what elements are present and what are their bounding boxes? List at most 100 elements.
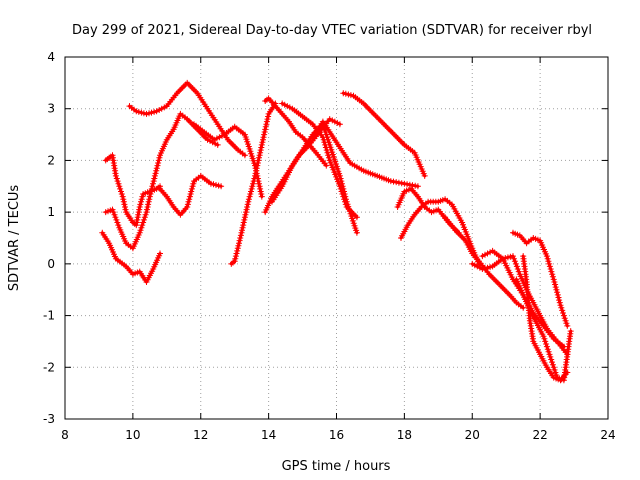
data-point xyxy=(137,201,144,208)
series-track-8 xyxy=(262,95,330,169)
data-point xyxy=(320,136,327,143)
data-point xyxy=(334,119,341,126)
data-point xyxy=(158,105,165,112)
data-point xyxy=(256,180,262,187)
y-tick-label: 2 xyxy=(47,153,55,167)
data-point xyxy=(253,165,260,172)
data-point xyxy=(239,224,246,231)
data-point xyxy=(557,302,564,309)
data-point xyxy=(244,204,251,210)
data-point xyxy=(414,183,421,190)
data-point xyxy=(140,219,147,226)
data-point xyxy=(115,222,122,229)
data-point xyxy=(562,317,569,324)
data-point xyxy=(111,211,118,218)
data-point xyxy=(150,178,157,185)
data-point xyxy=(150,180,156,187)
data-point xyxy=(140,216,147,223)
x-axis-title: GPS time / hours xyxy=(282,459,391,474)
data-point xyxy=(545,348,552,355)
data-point xyxy=(552,284,559,291)
data-point xyxy=(184,204,191,210)
data-point xyxy=(204,136,211,143)
data-point xyxy=(214,141,221,148)
series-track-12 xyxy=(309,118,421,190)
data-point xyxy=(479,253,486,260)
series-track-7 xyxy=(228,100,279,267)
data-point xyxy=(254,162,261,169)
data-point xyxy=(264,116,271,123)
data-point xyxy=(186,196,193,203)
data-point xyxy=(244,201,251,208)
data-point xyxy=(258,193,265,200)
data-point xyxy=(342,198,348,205)
data-point xyxy=(564,322,571,329)
data-point xyxy=(250,180,256,187)
data-point xyxy=(140,110,147,117)
data-point xyxy=(542,338,549,345)
data-point xyxy=(119,193,126,200)
data-point xyxy=(121,201,128,208)
data-point xyxy=(237,235,244,241)
data-point xyxy=(245,196,252,203)
data-point xyxy=(207,180,214,187)
data-point xyxy=(258,141,265,148)
series-line xyxy=(341,91,427,178)
data-point xyxy=(326,116,333,123)
data-point xyxy=(186,193,193,200)
data-point xyxy=(560,312,567,319)
data-point xyxy=(241,152,248,159)
data-point xyxy=(148,185,155,192)
data-point xyxy=(135,108,142,115)
data-point xyxy=(189,183,196,190)
data-point xyxy=(136,229,143,236)
data-point xyxy=(281,101,288,108)
data-point xyxy=(120,198,127,205)
x-tick-label: 14 xyxy=(261,428,276,442)
data-point xyxy=(543,341,550,347)
y-tick-label: 1 xyxy=(47,205,55,219)
chart-title: Day 299 of 2021, Sidereal Day-to-day VTE… xyxy=(72,23,592,38)
data-point xyxy=(286,104,293,111)
data-point xyxy=(543,253,550,260)
data-point xyxy=(336,172,343,179)
data-point xyxy=(241,216,248,223)
data-point xyxy=(324,149,331,156)
y-tick-label: 0 xyxy=(47,257,55,271)
data-point xyxy=(235,242,242,249)
data-point xyxy=(114,178,121,185)
data-point xyxy=(148,188,155,195)
data-point xyxy=(237,232,244,239)
data-point xyxy=(242,211,249,218)
data-point xyxy=(262,123,269,130)
x-tick-label: 20 xyxy=(465,428,480,442)
y-tick-label: -3 xyxy=(43,412,55,426)
data-point xyxy=(547,266,554,272)
data-point xyxy=(257,185,264,192)
data-point xyxy=(326,154,332,161)
data-point xyxy=(513,263,520,270)
data-point xyxy=(558,304,565,311)
data-point xyxy=(153,167,160,174)
data-point xyxy=(218,183,225,190)
data-point xyxy=(353,214,360,221)
data-point xyxy=(549,361,556,368)
data-point xyxy=(139,222,146,229)
data-point xyxy=(336,121,343,128)
data-point xyxy=(549,271,556,278)
data-point xyxy=(567,328,574,335)
data-point xyxy=(246,193,253,200)
data-point xyxy=(545,258,552,265)
data-point xyxy=(543,343,550,350)
data-point xyxy=(152,170,159,177)
series-track-1 xyxy=(102,152,163,229)
data-point xyxy=(248,188,254,195)
series-track-15 xyxy=(398,196,482,267)
data-point xyxy=(563,320,570,327)
data-point xyxy=(337,175,344,182)
data-point xyxy=(234,247,241,254)
y-tick-label: -2 xyxy=(43,360,55,374)
data-point xyxy=(262,126,269,133)
data-point xyxy=(141,214,148,221)
